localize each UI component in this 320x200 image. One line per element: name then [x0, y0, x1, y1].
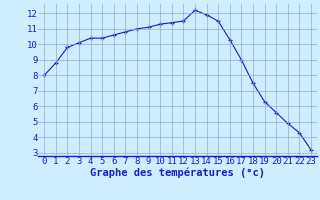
X-axis label: Graphe des températures (°c): Graphe des températures (°c) — [90, 167, 265, 178]
